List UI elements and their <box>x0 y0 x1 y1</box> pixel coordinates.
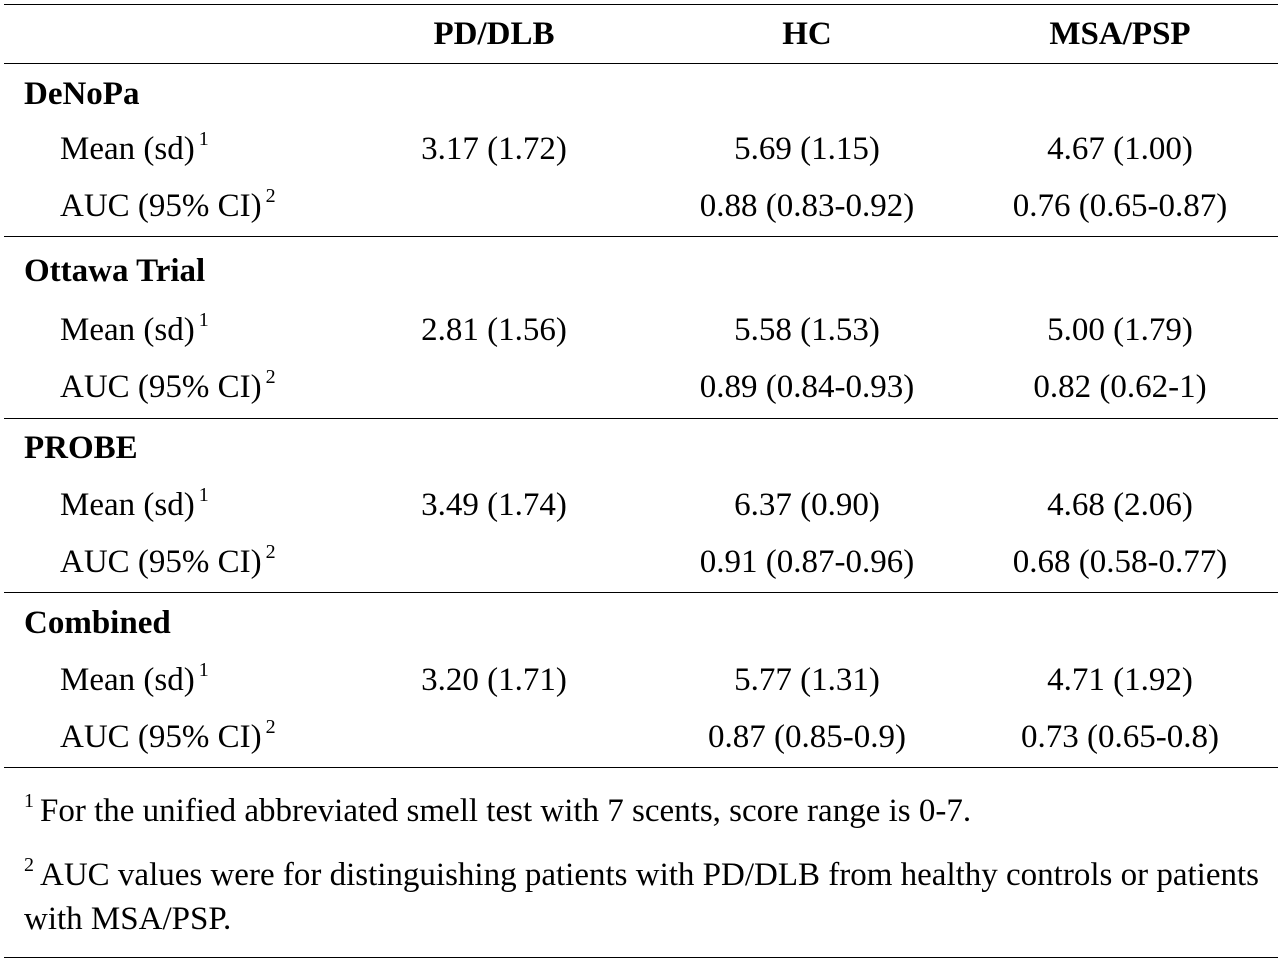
footnote-bottom-rule <box>4 957 1278 958</box>
table-cell: 3.49 (1.74) <box>421 487 567 523</box>
table-cell: 5.69 (1.15) <box>734 131 880 167</box>
table-cell: 0.89 (0.84-0.93) <box>699 369 915 405</box>
table-cell: 3.17 (1.72) <box>421 131 567 167</box>
footnote-marker: 2 <box>265 366 276 388</box>
row-label-auc: AUC (95% CI) 2 <box>60 185 276 224</box>
footnote-marker: 1 <box>198 659 209 681</box>
footnote-marker: 2 <box>265 716 276 738</box>
table-cell: 0.76 (0.65-0.87) <box>1012 188 1228 224</box>
table-cell: 5.77 (1.31) <box>734 662 880 698</box>
footnote-marker: 1 <box>198 484 209 506</box>
row-label-mean: Mean (sd) 1 <box>60 128 209 167</box>
group-divider-rule <box>4 418 1278 419</box>
table-cell: 6.37 (0.90) <box>734 487 880 523</box>
table-cell: 4.71 (1.92) <box>1047 662 1193 698</box>
group-title-ottawa-trial: Ottawa Trial <box>24 253 206 289</box>
table-cell: 4.68 (2.06) <box>1047 487 1193 523</box>
group-divider-rule <box>4 592 1278 593</box>
footnote-marker: 1 <box>198 309 209 331</box>
row-label-mean: Mean (sd) 1 <box>60 309 209 348</box>
table-bottom-rule <box>4 767 1278 768</box>
table-cell: 5.58 (1.53) <box>734 312 880 348</box>
column-header-msa-psp: MSA/PSP <box>1049 16 1191 52</box>
table-cell: 4.67 (1.00) <box>1047 131 1193 167</box>
table-cell: 5.00 (1.79) <box>1047 312 1193 348</box>
footnote-marker: 1 <box>198 128 209 150</box>
footnote-mark: 2 <box>24 854 34 876</box>
table-cell: 0.87 (0.85-0.9) <box>708 719 906 755</box>
row-label-mean: Mean (sd) 1 <box>60 659 209 698</box>
table-cell: 0.68 (0.58-0.77) <box>1012 544 1228 580</box>
footnote-marker: 2 <box>265 185 276 207</box>
table-top-rule <box>4 4 1278 5</box>
header-bottom-rule <box>4 63 1278 64</box>
table-cell: 2.81 (1.56) <box>421 312 567 348</box>
row-label-auc: AUC (95% CI) 2 <box>60 366 276 405</box>
table-cell: 0.91 (0.87-0.96) <box>699 544 915 580</box>
table-cell: 0.88 (0.83-0.92) <box>699 188 915 224</box>
footnote-marker: 2 <box>265 541 276 563</box>
column-header-pd-dlb: PD/DLB <box>433 16 555 52</box>
table-cell: 3.20 (1.71) <box>421 662 567 698</box>
column-header-hc: HC <box>782 16 832 52</box>
table-cell: 0.82 (0.62-1) <box>1033 369 1207 405</box>
footnote-text: AUC values were for distinguishing patie… <box>24 857 1259 937</box>
group-divider-rule <box>4 236 1278 237</box>
group-title-combined: Combined <box>24 605 171 641</box>
footnote-2: 2 AUC values were for distinguishing pati… <box>24 854 1264 939</box>
row-label-mean: Mean (sd) 1 <box>60 484 209 523</box>
group-title-denopa: DeNoPa <box>24 76 140 112</box>
table-cell: 0.73 (0.65-0.8) <box>1021 719 1219 755</box>
row-label-auc: AUC (95% CI) 2 <box>60 716 276 755</box>
footnote-1: 1 For the unified abbreviated smell test … <box>24 790 1264 835</box>
group-title-probe: PROBE <box>24 430 138 466</box>
row-label-auc: AUC (95% CI) 2 <box>60 541 276 580</box>
footnote-text: For the unified abbreviated smell test w… <box>40 793 972 829</box>
footnote-mark: 1 <box>24 790 34 812</box>
